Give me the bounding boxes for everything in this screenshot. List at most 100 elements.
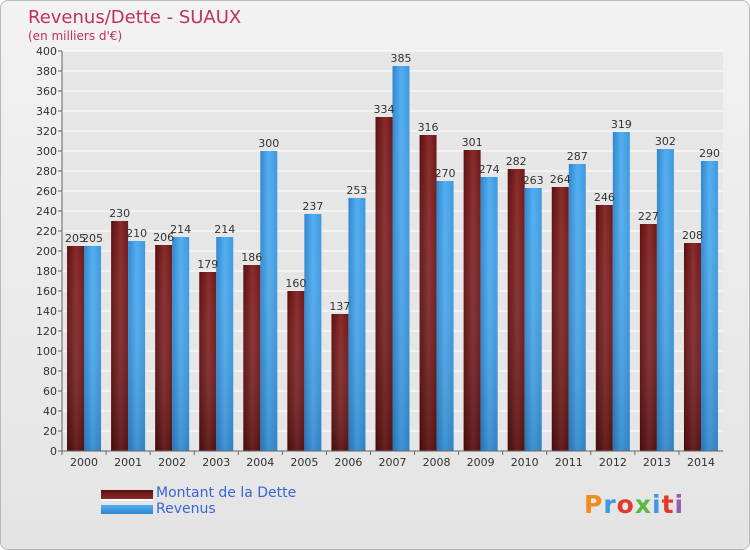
bar-revenue-shade <box>524 188 542 451</box>
x-tick-label: 2011 <box>555 456 583 469</box>
y-tick-label: 20 <box>43 425 57 438</box>
data-label-revenue: 290 <box>699 147 720 160</box>
data-label-revenue: 385 <box>391 52 412 65</box>
bar-revenue-shade <box>128 241 146 451</box>
y-tick-label: 400 <box>36 45 57 58</box>
data-label-revenue: 287 <box>567 150 588 163</box>
bar-debt-shade <box>419 135 437 451</box>
data-label-revenue: 270 <box>435 167 456 180</box>
bar-revenue-shade <box>612 132 630 451</box>
bar-debt-shade <box>331 314 349 451</box>
legend-swatch-debt <box>101 490 153 501</box>
bar-revenue-shade <box>216 237 234 451</box>
y-tick-label: 200 <box>36 245 57 258</box>
y-tick-label: 80 <box>43 365 57 378</box>
data-label-revenue: 214 <box>170 223 191 236</box>
bar-debt-shade <box>155 245 173 451</box>
y-tick-label: 300 <box>36 145 57 158</box>
bar-revenue-shade <box>304 214 322 451</box>
x-tick-label: 2010 <box>511 456 539 469</box>
bar-debt-shade <box>199 272 217 451</box>
y-tick-label: 260 <box>36 185 57 198</box>
chart-subtitle: (en milliers d'€) <box>28 29 123 43</box>
x-tick-label: 2002 <box>158 456 186 469</box>
data-label-revenue: 253 <box>346 184 367 197</box>
bar-revenue-shade <box>568 164 586 451</box>
data-label-debt: 334 <box>374 103 395 116</box>
data-label-revenue: 263 <box>523 174 544 187</box>
x-tick-label: 2001 <box>114 456 142 469</box>
data-label-debt: 186 <box>241 251 262 264</box>
proxiti-logo: Proxiti <box>584 490 685 519</box>
y-tick-label: 340 <box>36 105 57 118</box>
data-label-debt: 205 <box>65 232 86 245</box>
data-label-debt: 208 <box>682 229 703 242</box>
data-label-debt: 264 <box>550 173 571 186</box>
bar-debt-shade <box>463 150 481 451</box>
y-tick-label: 180 <box>36 265 57 278</box>
data-label-debt: 301 <box>462 136 483 149</box>
data-label-debt: 230 <box>109 207 130 220</box>
x-tick-label: 2009 <box>467 456 495 469</box>
data-label-debt: 206 <box>153 231 174 244</box>
bar-debt-shade <box>551 187 569 451</box>
bar-revenue-shade <box>436 181 454 451</box>
data-label-revenue: 274 <box>479 163 500 176</box>
data-label-revenue: 210 <box>126 227 147 240</box>
x-tick-label: 2005 <box>290 456 318 469</box>
x-tick-label: 2003 <box>202 456 230 469</box>
y-tick-label: 100 <box>36 345 57 358</box>
y-tick-label: 380 <box>36 65 57 78</box>
x-tick-label: 2000 <box>70 456 98 469</box>
data-label-debt: 246 <box>594 191 615 204</box>
data-label-debt: 137 <box>329 300 350 313</box>
x-tick-label: 2008 <box>423 456 451 469</box>
bar-revenue-shade <box>656 149 674 451</box>
legend-swatch-revenue <box>101 505 153 514</box>
bar-debt-shade <box>67 246 85 451</box>
bar-revenue-shade <box>700 161 718 451</box>
bar-debt-shade <box>507 169 525 451</box>
bar-debt-shade <box>243 265 261 451</box>
y-tick-label: 160 <box>36 285 57 298</box>
data-label-debt: 227 <box>638 210 659 223</box>
x-tick-label: 2006 <box>334 456 362 469</box>
bar-debt-shade <box>111 221 129 451</box>
y-tick-label: 240 <box>36 205 57 218</box>
y-tick-label: 140 <box>36 305 57 318</box>
bar-revenue-shade <box>392 66 410 451</box>
data-label-revenue: 319 <box>611 118 632 131</box>
y-tick-label: 320 <box>36 125 57 138</box>
bar-revenue-shade <box>84 246 102 451</box>
legend-label-debt: Montant de la Dette <box>156 485 297 501</box>
y-tick-label: 120 <box>36 325 57 338</box>
y-tick-label: 0 <box>50 445 57 458</box>
x-tick-label: 2013 <box>643 456 671 469</box>
x-tick-label: 2014 <box>687 456 715 469</box>
data-label-debt: 179 <box>197 258 218 271</box>
y-tick-label: 360 <box>36 85 57 98</box>
data-label-revenue: 300 <box>258 137 279 150</box>
data-label-revenue: 214 <box>214 223 235 236</box>
data-label-revenue: 302 <box>655 135 676 148</box>
data-label-revenue: 205 <box>82 232 103 245</box>
bar-debt-shade <box>639 224 657 451</box>
data-label-revenue: 237 <box>302 200 323 213</box>
y-tick-label: 220 <box>36 225 57 238</box>
bar-debt-shade <box>595 205 613 451</box>
bar-revenue-shade <box>260 151 278 451</box>
data-label-debt: 316 <box>418 121 439 134</box>
x-tick-label: 2007 <box>379 456 407 469</box>
bar-debt-shade <box>375 117 393 451</box>
chart-title: Revenus/Dette - SUAUX <box>28 7 242 28</box>
x-tick-label: 2012 <box>599 456 627 469</box>
data-label-debt: 160 <box>285 277 306 290</box>
y-tick-label: 280 <box>36 165 57 178</box>
bar-revenue-shade <box>172 237 190 451</box>
bar-revenue-shade <box>348 198 366 451</box>
y-tick-label: 60 <box>43 385 57 398</box>
legend-label-revenue: Revenus <box>156 501 216 517</box>
bar-revenue-shade <box>480 177 498 451</box>
